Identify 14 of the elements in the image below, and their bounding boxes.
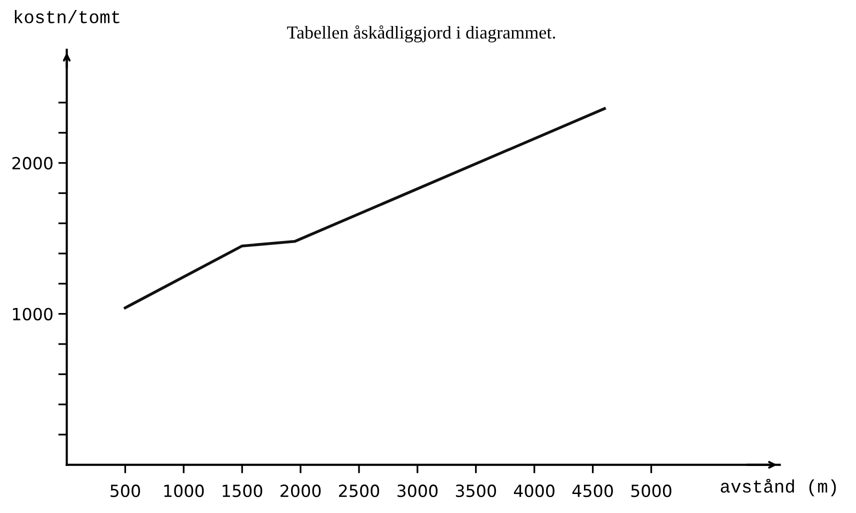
- x-tick-label: 3500: [456, 484, 496, 498]
- x-tick-label: 4000: [514, 484, 554, 498]
- x-tick-label: 2000: [280, 484, 321, 498]
- x-tick-label: 1500: [222, 484, 262, 498]
- x-axis-title: avstånd (m): [720, 478, 836, 496]
- x-tick-label: 5000: [631, 484, 672, 498]
- y-axis-title: kostn/tomt: [14, 10, 120, 24]
- x-tick-label: 4500: [572, 484, 613, 498]
- x-tick-label: 500: [110, 484, 140, 498]
- x-tick-label: 3000: [398, 484, 438, 498]
- x-tick-label: 2500: [339, 484, 380, 498]
- x-tick-label: 1000: [164, 484, 204, 498]
- line-series: [124, 107, 606, 310]
- text: Tabellen åskådliggjord i diagrammet.: [287, 25, 556, 42]
